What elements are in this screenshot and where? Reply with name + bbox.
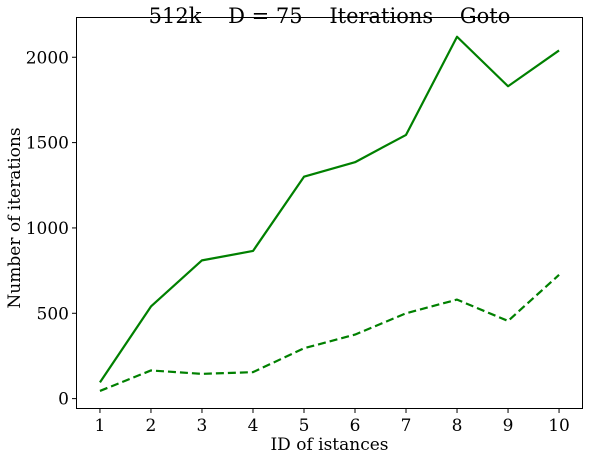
x-tick-label: 10 — [548, 416, 570, 436]
chart-title: 512k D = 75 Iterations Goto — [149, 4, 511, 28]
series-line-2 — [99, 274, 560, 392]
y-tick-label: 2000 — [26, 48, 69, 68]
series-line-1 — [99, 35, 560, 384]
x-tick-label: 3 — [197, 416, 208, 436]
x-tick-label: 8 — [452, 416, 463, 436]
x-tick-label: 9 — [503, 416, 514, 436]
x-tick-label: 5 — [299, 416, 310, 436]
y-tick-label: 500 — [37, 304, 69, 324]
x-axis: 1 2 3 4 5 6 7 8 9 10 — [95, 408, 570, 436]
x-tick-label: 1 — [95, 416, 106, 436]
y-tick-label: 1500 — [26, 134, 69, 154]
plot-frame — [76, 17, 583, 409]
x-tick-label: 4 — [248, 416, 259, 436]
series-layer — [99, 35, 560, 392]
y-axis-label: Number of iterations — [5, 127, 25, 308]
x-tick-label: 2 — [146, 416, 157, 436]
y-axis: 0 500 1000 1500 2000 — [26, 48, 77, 410]
y-tick-label: 1000 — [26, 219, 69, 239]
x-tick-label: 7 — [401, 416, 412, 436]
x-tick-label: 6 — [350, 416, 361, 436]
y-tick-label: 0 — [58, 390, 69, 410]
x-axis-label: ID of istances — [270, 435, 388, 455]
